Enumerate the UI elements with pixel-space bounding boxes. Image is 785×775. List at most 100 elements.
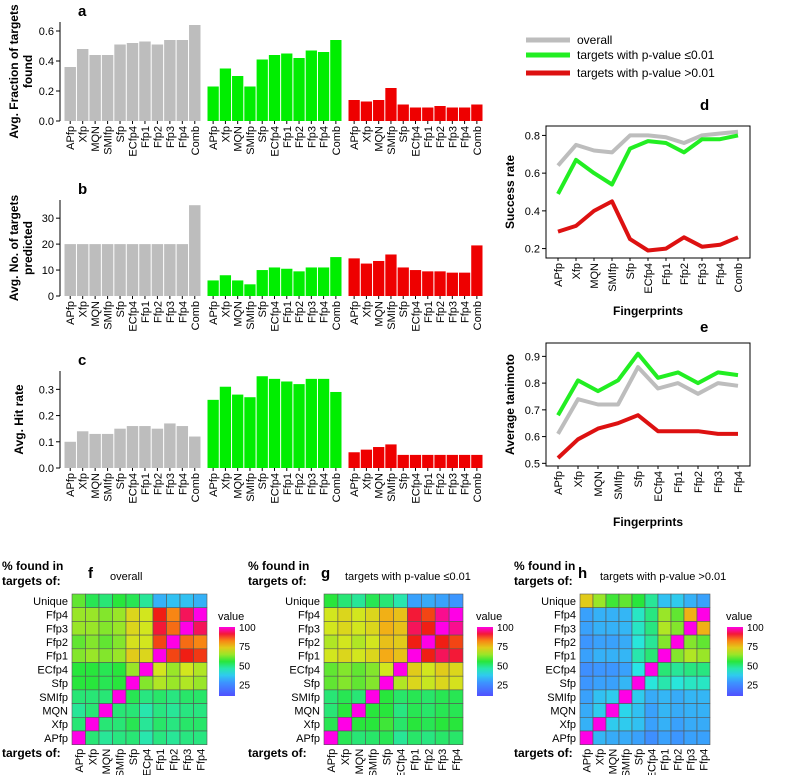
heatmap-row-label: Ffp4	[554, 610, 576, 622]
bar	[330, 40, 342, 121]
heatmap-col-label: SMIfp	[621, 749, 633, 775]
heatmap-cell	[152, 703, 167, 718]
bar	[151, 244, 164, 296]
y-axis-title: Average tanimoto	[503, 354, 517, 455]
x-tick-label: Ffp1	[140, 126, 152, 148]
x-tick-label: MQN	[374, 301, 386, 327]
heatmap-cell	[98, 689, 113, 704]
y-axis-title: Success rate	[503, 155, 517, 229]
bar	[64, 67, 76, 121]
heatmap-cell	[605, 689, 620, 704]
colorbar	[219, 627, 235, 696]
heatmap-cell	[393, 607, 408, 622]
bar	[330, 257, 342, 296]
heatmap-cell	[193, 730, 208, 745]
heatmap-cell	[323, 648, 339, 663]
x-tick-label: MQN	[593, 471, 605, 497]
heatmap-ylabel-line1: % found in	[514, 559, 575, 573]
heatmap-cell	[125, 689, 140, 704]
heatmap-cell	[644, 689, 659, 704]
heatmap-cell	[696, 689, 711, 704]
heatmap-col-label: Ffp2	[168, 749, 180, 771]
heatmap-cell	[193, 662, 208, 677]
heatmap-cell	[365, 621, 380, 636]
x-tick-label: Xfp	[361, 126, 373, 143]
heatmap-cell	[644, 648, 659, 663]
heatmap-cell	[434, 593, 450, 608]
heatmap-cell	[98, 593, 113, 608]
panel-label-h: h	[578, 565, 587, 582]
heatmap-cell	[592, 648, 607, 663]
x-tick-label: Ffp1	[282, 301, 294, 323]
heatmap-cell	[683, 689, 698, 704]
x-tick-label: SMIfp	[245, 126, 257, 155]
heatmap-cell	[337, 607, 353, 622]
bar	[409, 270, 422, 296]
x-tick-label: APfp	[65, 126, 77, 150]
heatmap-cell	[379, 662, 394, 677]
heatmap-cell	[605, 730, 620, 745]
heatmap-cell	[434, 621, 450, 636]
bar	[176, 40, 189, 121]
heatmap-cell	[85, 689, 100, 704]
heatmap-cell	[351, 634, 366, 650]
x-tick-label: Ffp2	[152, 126, 164, 148]
heatmap-cell	[337, 662, 353, 677]
heatmap-cell	[393, 730, 408, 745]
heatmap-cell	[98, 607, 113, 622]
bar	[189, 436, 201, 468]
heatmap-cell	[618, 634, 633, 650]
heatmap-col-label: MQN	[354, 749, 366, 775]
heatmap-cell	[420, 730, 436, 745]
heatmap-cell	[448, 703, 464, 718]
heatmap-col-label: Ffp3	[686, 749, 698, 771]
panel-label-f: f	[88, 565, 94, 582]
heatmap-cell	[592, 621, 607, 636]
x-tick-label: Ffp2	[294, 301, 306, 323]
x-tick-label: Ffp2	[294, 126, 306, 148]
x-tick-label: APfp	[349, 126, 361, 150]
panel-e: e 0.5 0.6 0.7 0.8 0.9 APfp Xfp MQN SMIfp Sfp ECfp4 F…	[503, 319, 751, 529]
bar	[293, 58, 305, 121]
x-tick-label: Comb	[472, 126, 484, 155]
x-tick-label: ECfp4	[128, 473, 140, 504]
x-tick-label: SMIfp	[245, 473, 257, 502]
x-tick-label: Ffp4	[460, 126, 472, 148]
heatmap-col-label: Xfp	[87, 749, 99, 766]
bar	[126, 426, 139, 468]
heatmap-cell	[152, 621, 167, 636]
heatmap-cell	[683, 730, 698, 745]
heatmap-cell	[337, 716, 353, 732]
heatmap-row-label: Ffp1	[46, 651, 68, 663]
heatmap-cell	[125, 662, 140, 677]
bar	[305, 267, 317, 296]
series-line	[557, 199, 739, 253]
heatmap-row-label: Xfp	[303, 719, 320, 731]
y-tick-label: 0.0	[39, 463, 54, 475]
heatmap-cell	[365, 716, 380, 732]
heatmap-cell	[605, 648, 620, 663]
y-tick-label: 0.7	[525, 405, 540, 417]
heatmap-row-label: ECfp4	[37, 664, 68, 676]
x-tick-label: Comb	[472, 301, 484, 330]
heatmap-cell	[337, 730, 353, 745]
bar	[64, 441, 76, 468]
heatmap-row-label: ECfp4	[289, 664, 320, 676]
legend-label: overall	[577, 33, 612, 47]
heatmap-cell	[592, 662, 607, 677]
bar	[471, 245, 483, 296]
heatmap-cell	[365, 675, 380, 691]
heatmap-cell	[696, 607, 711, 622]
x-tick-label: Xfp	[78, 473, 90, 490]
bar	[397, 267, 409, 296]
heatmap-col-label: SMIfp	[114, 749, 126, 775]
heatmap-cell	[323, 621, 339, 636]
heatmap-row-label: ECfp4	[545, 664, 576, 676]
panel-label-e: e	[700, 319, 708, 336]
y-tick-label: 0.2	[39, 411, 54, 423]
heatmap-cell	[657, 607, 672, 622]
heatmap-title: overall	[110, 571, 142, 583]
heatmap-col-label: ECfp4	[647, 749, 659, 775]
heatmap-row-label: Xfp	[51, 719, 68, 731]
x-tick-label: Xfp	[361, 473, 373, 490]
